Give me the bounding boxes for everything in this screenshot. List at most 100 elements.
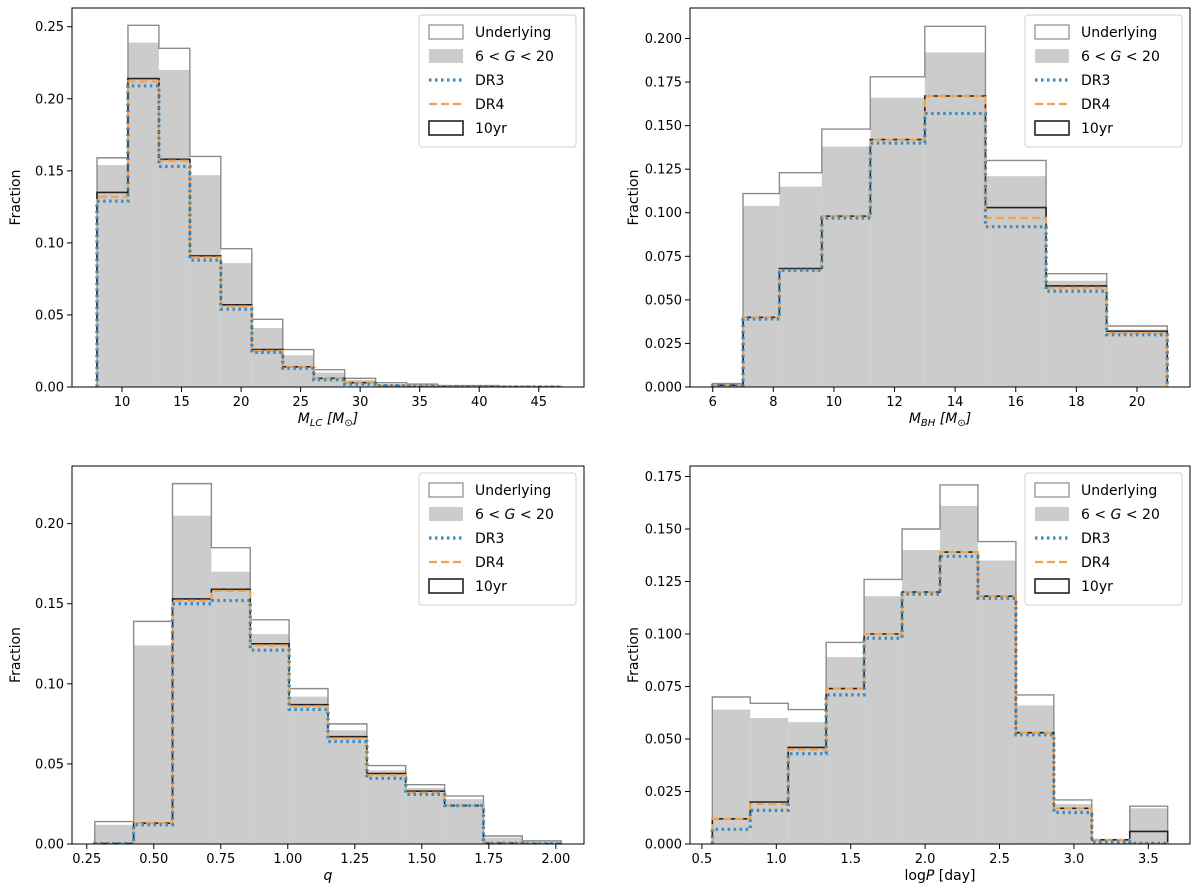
x-tick-label: 45 (530, 395, 547, 410)
x-tick-label: 0.75 (206, 852, 235, 867)
legend: Underlying 6 < G < 20 DR3 DR4 10yr (1024, 472, 1183, 606)
y-tick-label: 0.125 (645, 575, 682, 590)
legend-handle-underlying (1034, 482, 1070, 498)
legend-box (1024, 472, 1183, 606)
legend: Underlying 6 < G < 20 DR3 DR4 10yr (418, 14, 577, 148)
legend-handle-underlying (1034, 24, 1070, 40)
step-line (93, 598, 563, 844)
x-tick-label: 12 (886, 395, 903, 410)
legend-handle-yr10 (1034, 120, 1070, 136)
y-tick-label: 0.20 (35, 517, 64, 532)
legend-handle-mag_cut (1035, 507, 1069, 521)
x-tick-label: 1.75 (474, 852, 503, 867)
series-underlying (712, 25, 1168, 387)
bar (483, 837, 523, 844)
bar (712, 709, 751, 844)
legend-handle-mag_cut (429, 507, 463, 521)
y-tick-label: 0.050 (645, 293, 682, 308)
bar (1053, 804, 1092, 844)
x-tick-label: 2.00 (541, 852, 570, 867)
x-tick-label: 30 (352, 395, 369, 410)
legend-handle-yr10 (1034, 578, 1070, 594)
x-tick-label: 2.5 (989, 852, 1010, 867)
axes-frame (71, 465, 585, 845)
bar (779, 186, 822, 387)
x-tick-label: 3.5 (1138, 852, 1159, 867)
y-tick-label: 0.075 (645, 250, 682, 265)
series-6-g-20 (712, 505, 1168, 844)
bar (211, 571, 251, 844)
bar (522, 840, 562, 844)
y-tick-label: 0.050 (645, 733, 682, 748)
y-tick-label: 0.00 (35, 381, 64, 396)
x-tick-label: 0.50 (139, 852, 168, 867)
series-dr4 (711, 94, 1169, 387)
axes-frame (71, 7, 585, 388)
x-tick-label: 40 (471, 395, 488, 410)
bar (366, 770, 406, 844)
y-tick-label: 0.10 (35, 236, 64, 251)
bar (1129, 808, 1168, 844)
legend-handle-mag_cut (1035, 49, 1069, 63)
bar (826, 657, 865, 844)
legend-label-mag_cut: 6 < G < 20 (1081, 49, 1160, 65)
plot-area (710, 484, 1170, 844)
bar (94, 824, 134, 844)
x-tick-label: 1.5 (840, 852, 861, 867)
bar (821, 146, 871, 387)
bar (870, 97, 925, 387)
bar (1015, 705, 1054, 844)
x-tick-label: 1.25 (340, 852, 369, 867)
y-tick-label: 0.000 (645, 381, 682, 396)
bar (251, 327, 283, 387)
x-tick-label: 20 (1129, 395, 1146, 410)
x-axis-label: logP [day] (905, 868, 976, 884)
bar (985, 176, 1047, 387)
legend-label-yr10: 10yr (1081, 579, 1113, 595)
series-dr3 (93, 598, 563, 844)
x-tick-label: 1.50 (407, 852, 436, 867)
x-tick-label: 15 (173, 395, 190, 410)
y-tick-label: 0.20 (35, 92, 64, 107)
legend-label-underlying: Underlying (475, 25, 551, 41)
bar (750, 718, 789, 844)
bar (220, 263, 252, 387)
plot-area (93, 482, 563, 844)
y-tick-label: 0.175 (645, 470, 682, 485)
legend-box (1024, 14, 1183, 148)
bar (133, 645, 173, 844)
legend-box (418, 14, 577, 148)
bar (250, 634, 290, 844)
y-tick-label: 0.025 (645, 337, 682, 352)
y-tick-label: 0.075 (645, 680, 682, 695)
step-line (93, 589, 563, 844)
legend-handle-yr10 (428, 120, 464, 136)
panel-2: 6 8 10 12 14 16 18 20 0.000 0.025 0.050 0.075 0.100 0… (626, 7, 1191, 429)
x-tick-label: 18 (1068, 395, 1085, 410)
bar (289, 696, 328, 844)
y-tick-label: 0.150 (645, 523, 682, 538)
legend-label-underlying: Underlying (1081, 25, 1157, 41)
x-tick-label: 16 (1007, 395, 1024, 410)
x-axis-label: MLC [M⊙] (298, 411, 359, 429)
bar (743, 205, 780, 387)
bar (313, 372, 345, 387)
legend-label-mag_cut: 6 < G < 20 (1081, 507, 1160, 523)
series-6-g-20 (94, 515, 562, 844)
axes-frame (689, 465, 1191, 845)
legend-label-underlying: Underlying (1081, 483, 1157, 499)
y-axis-label: Fraction (8, 627, 24, 683)
legend-handle-mag_cut (429, 49, 463, 63)
legend-label-underlying: Underlying (475, 483, 551, 499)
legend-label-yr10: 10yr (475, 121, 507, 137)
legend-handle-underlying (428, 24, 464, 40)
bar (788, 722, 827, 844)
x-tick-label: 0.25 (72, 852, 101, 867)
y-tick-label: 0.15 (35, 164, 64, 179)
bar (282, 355, 314, 387)
legend-handle-underlying (428, 482, 464, 498)
x-tick-label: 6 (709, 395, 717, 410)
legend-label-yr10: 10yr (475, 579, 507, 595)
bar (405, 787, 445, 844)
